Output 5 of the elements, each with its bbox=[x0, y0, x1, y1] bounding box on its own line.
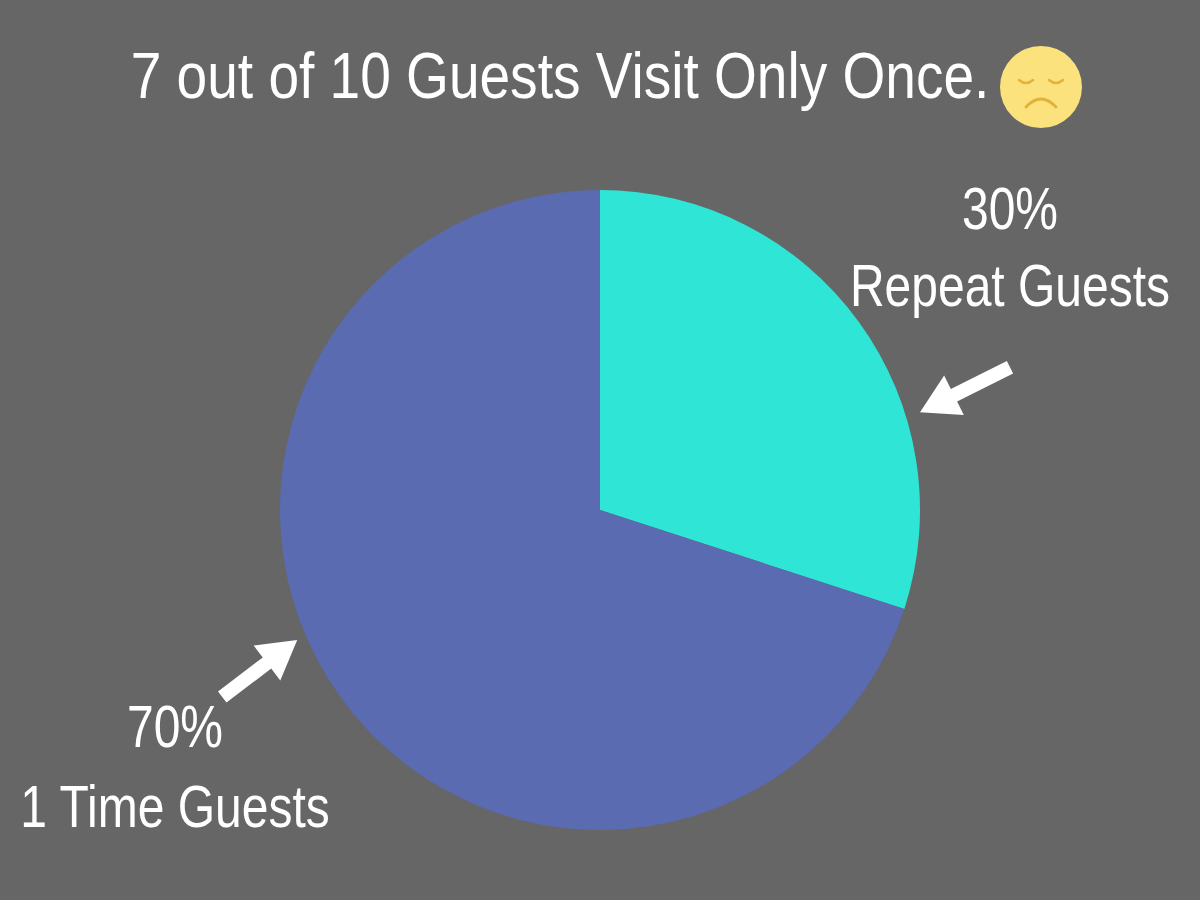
slice-label: 1 Time Guests bbox=[20, 773, 330, 840]
data-label: 70% bbox=[126, 693, 224, 760]
slice-label: Repeat Guests bbox=[849, 252, 1171, 319]
chart-title: 7 out of 10 Guests Visit Only Once. bbox=[130, 40, 990, 112]
data-label: 30% bbox=[961, 175, 1059, 242]
